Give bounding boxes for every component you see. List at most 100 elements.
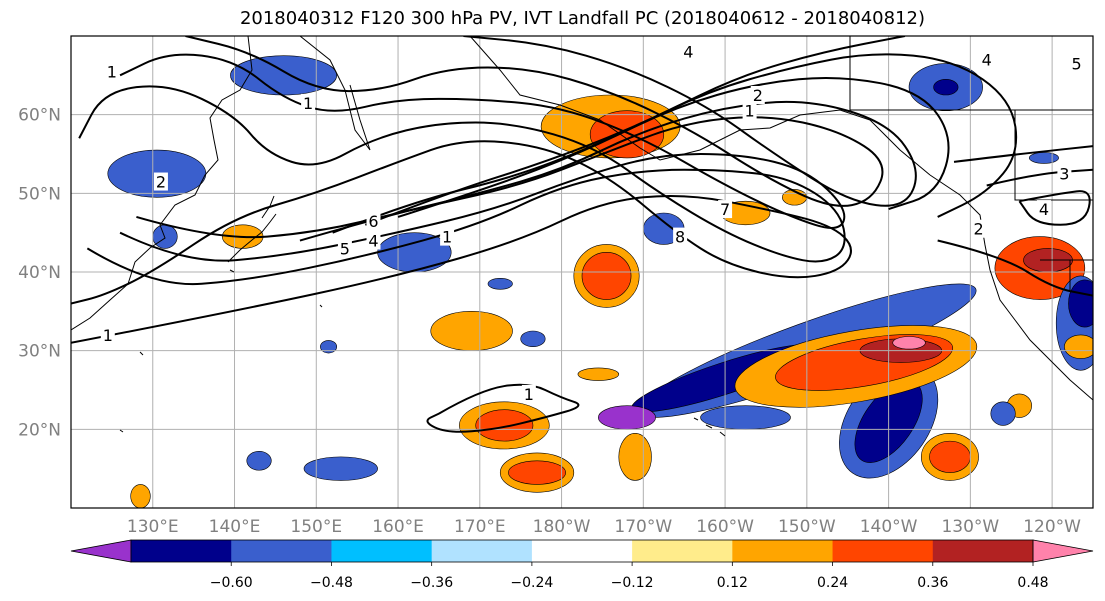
pv-contour-line [397, 36, 906, 218]
colorbar-segment [732, 540, 834, 562]
contour-label: 2 [973, 220, 983, 239]
contour-label: 1 [442, 228, 452, 247]
contour-label-bg [100, 325, 115, 344]
contour-label: 4 [982, 51, 992, 70]
contour-label-bg [673, 227, 688, 246]
contour-label-bg [337, 239, 352, 258]
pv-contour-line [364, 53, 1018, 226]
ivt-region [577, 367, 620, 381]
y-tick-label: 30°N [18, 342, 61, 362]
colorbar-segment [231, 540, 332, 562]
ivt-region [303, 456, 378, 481]
ivt-region [1028, 152, 1059, 164]
ivt-region [487, 277, 513, 290]
colorbar-extend-low [70, 539, 132, 563]
contour-label-bg [301, 93, 316, 112]
contour-label-bg [1069, 54, 1084, 73]
x-axis-ticks: 130°E 140°E 150°E 160°E 170°E 180°W 170°W 160°W… [127, 517, 1081, 537]
chart-title: 2018040312 F120 300 hPa PV, IVT Landfall… [239, 8, 926, 29]
x-tick-label: 150°E [290, 517, 342, 537]
contour-label: 1 [745, 102, 755, 121]
x-tick-label: 140°E [209, 517, 261, 537]
y-axis-ticks: 20°N 30°N 40°N 50°N 60°N [18, 106, 61, 441]
ivt-region [990, 401, 1016, 426]
x-tick-label: 180°W [533, 517, 591, 537]
contour-label-bg [521, 384, 536, 403]
colorbar-segment [131, 540, 232, 562]
y-tick-label: 60°N [18, 106, 61, 126]
contour-label-bg [971, 219, 986, 238]
ivt-region [929, 440, 971, 473]
ivt-region [152, 224, 178, 249]
y-tick-label: 50°N [18, 184, 61, 204]
ivt-region [130, 484, 151, 508]
contour-label: 4 [368, 232, 378, 251]
x-tick-label: 170°W [614, 517, 672, 537]
pv-contour-line [426, 383, 580, 433]
colorbar-tick-label: 0.12 [717, 575, 748, 591]
ivt-region [475, 409, 534, 442]
coastline-alaska [469, 36, 931, 176]
ivt-region [508, 460, 566, 485]
contour-label-bg [1057, 164, 1072, 183]
contour-label: 5 [1072, 55, 1082, 74]
colorbar-tick-label: 0.36 [917, 575, 948, 591]
ivt-region [520, 330, 546, 348]
ivt-region [933, 78, 959, 96]
contour-label-bg [104, 62, 119, 81]
ivt-region [1068, 279, 1093, 328]
ivt-region [618, 432, 652, 481]
political-borders [849, 36, 1093, 290]
pv-contours [71, 36, 1093, 433]
colorbar-extend-high [1032, 539, 1094, 563]
colorbar-tick-label: 0.24 [817, 575, 848, 591]
colorbar-tick-label: −0.36 [410, 575, 453, 591]
coastline-asia [71, 36, 253, 331]
colorbar-segment [632, 540, 733, 562]
ivt-filled-regions [107, 55, 1093, 508]
contour-label: 3 [1059, 165, 1069, 184]
contour-label-bg [750, 86, 765, 104]
ivt-region [581, 252, 632, 300]
pv-contour-line [953, 145, 1093, 163]
ivt-region [1064, 334, 1093, 359]
x-tick-label: 160°W [696, 517, 754, 537]
colorbar-tick-label: −0.24 [510, 575, 553, 591]
ivt-region [430, 311, 513, 351]
pv-contour-line [119, 53, 846, 262]
x-tick-label: 140°W [860, 517, 918, 537]
contour-label-bg [742, 101, 757, 120]
contour-label: 4 [1039, 200, 1049, 219]
pv-contour-line [299, 36, 917, 242]
pv-contour-line [1018, 190, 1091, 226]
contour-label: 8 [675, 228, 685, 247]
contour-label-bg [366, 211, 381, 230]
colorbar-tick-label: −0.60 [210, 575, 253, 591]
colorbar-frame [130, 539, 1034, 563]
contour-label: 1 [103, 326, 113, 345]
contour-label-bg [979, 50, 994, 69]
contour-label: 6 [368, 212, 378, 231]
pv-contour-line [71, 140, 852, 344]
contour-label-bg [366, 231, 381, 250]
ivt-region [320, 340, 338, 354]
colorbar-tick-label: 0.48 [1017, 575, 1048, 591]
x-tick-label: 170°E [454, 517, 506, 537]
x-tick-label: 120°W [1023, 517, 1081, 537]
colorbar-segment [331, 540, 433, 562]
ivt-region [892, 336, 926, 350]
ivt-region [246, 451, 272, 471]
contour-label-bg [681, 42, 696, 61]
colorbar-segment [531, 540, 633, 562]
contour-label: 2 [156, 173, 166, 192]
contour-label: 4 [683, 43, 693, 62]
pv-contour-line [332, 76, 950, 234]
colorbar-tick-label: −0.12 [611, 575, 654, 591]
contour-label: 2 [753, 86, 763, 105]
ivt-region [230, 55, 338, 96]
contour-label: 1 [107, 62, 117, 81]
contour-label: 1 [303, 94, 313, 113]
x-tick-label: 130°W [941, 517, 999, 537]
